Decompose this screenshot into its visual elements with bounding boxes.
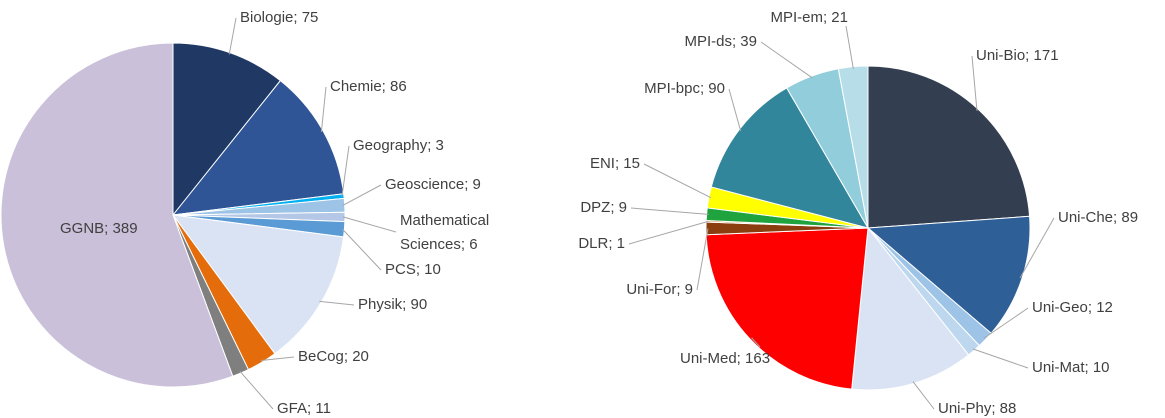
data-label: Uni-Bio; 171 [976,47,1059,64]
leader-line [319,300,355,306]
leader-line [630,207,709,215]
data-label: Uni-Che; 89 [1058,209,1138,226]
data-label: Physik; 90 [358,296,427,313]
data-label: Uni-For; 9 [626,281,693,298]
leader-line [239,370,274,410]
data-label: MPI-ds; 39 [684,33,757,50]
leader-line [696,228,709,291]
pie-slice [710,87,870,229]
leader-line [320,86,327,133]
leader-line [971,55,978,111]
data-label: Uni-Geo; 12 [1032,299,1113,316]
data-label: MPI-bpc; 90 [644,80,725,97]
leader-line [983,307,1029,339]
data-label: MPI-em; 21 [770,9,848,26]
data-label: PCS; 10 [385,261,441,278]
leader-line [760,41,813,79]
data-label: Geography; 3 [353,137,444,154]
leader-line [228,17,237,55]
leader-line [342,184,382,206]
data-label: GFA; 11 [277,400,331,417]
data-label: DLR; 1 [578,235,625,252]
leader-line [260,356,295,361]
data-label-line: Mathematical [400,212,489,229]
pie-slice [171,214,345,355]
leader-line [342,216,397,233]
pie-slice [867,65,1031,229]
data-label-line: Sciences; 6 [400,236,478,253]
leader-line [845,25,854,69]
leader-line [1019,217,1055,279]
data-label: BeCog; 20 [298,348,369,365]
leader-line [912,381,935,410]
pie-slice [171,79,345,216]
leader-line [628,220,709,245]
pie-slice [866,215,1031,335]
data-label: Geoscience; 9 [385,176,481,193]
leader-line [342,228,382,271]
data-label: Biologie; 75 [240,9,318,26]
leader-line [972,348,1029,369]
leader-line [751,337,761,348]
pie-slice [0,42,234,388]
data-label: Mathematical Sciences; 6 [400,212,489,253]
leader-line [341,145,350,197]
data-label: Uni-Med; 163 [680,350,770,367]
data-label: Chemie; 86 [330,78,407,95]
data-label: DPZ; 9 [580,199,627,216]
leader-line [643,163,712,199]
pie-slice [851,226,970,391]
leader-line [728,88,742,132]
data-label: Uni-Phy; 88 [938,400,1016,417]
data-label: Uni-Mat; 10 [1032,359,1110,376]
pie-slice [705,227,869,390]
data-label: GGNB; 389 [60,220,138,237]
data-label: ENI; 15 [590,155,640,172]
